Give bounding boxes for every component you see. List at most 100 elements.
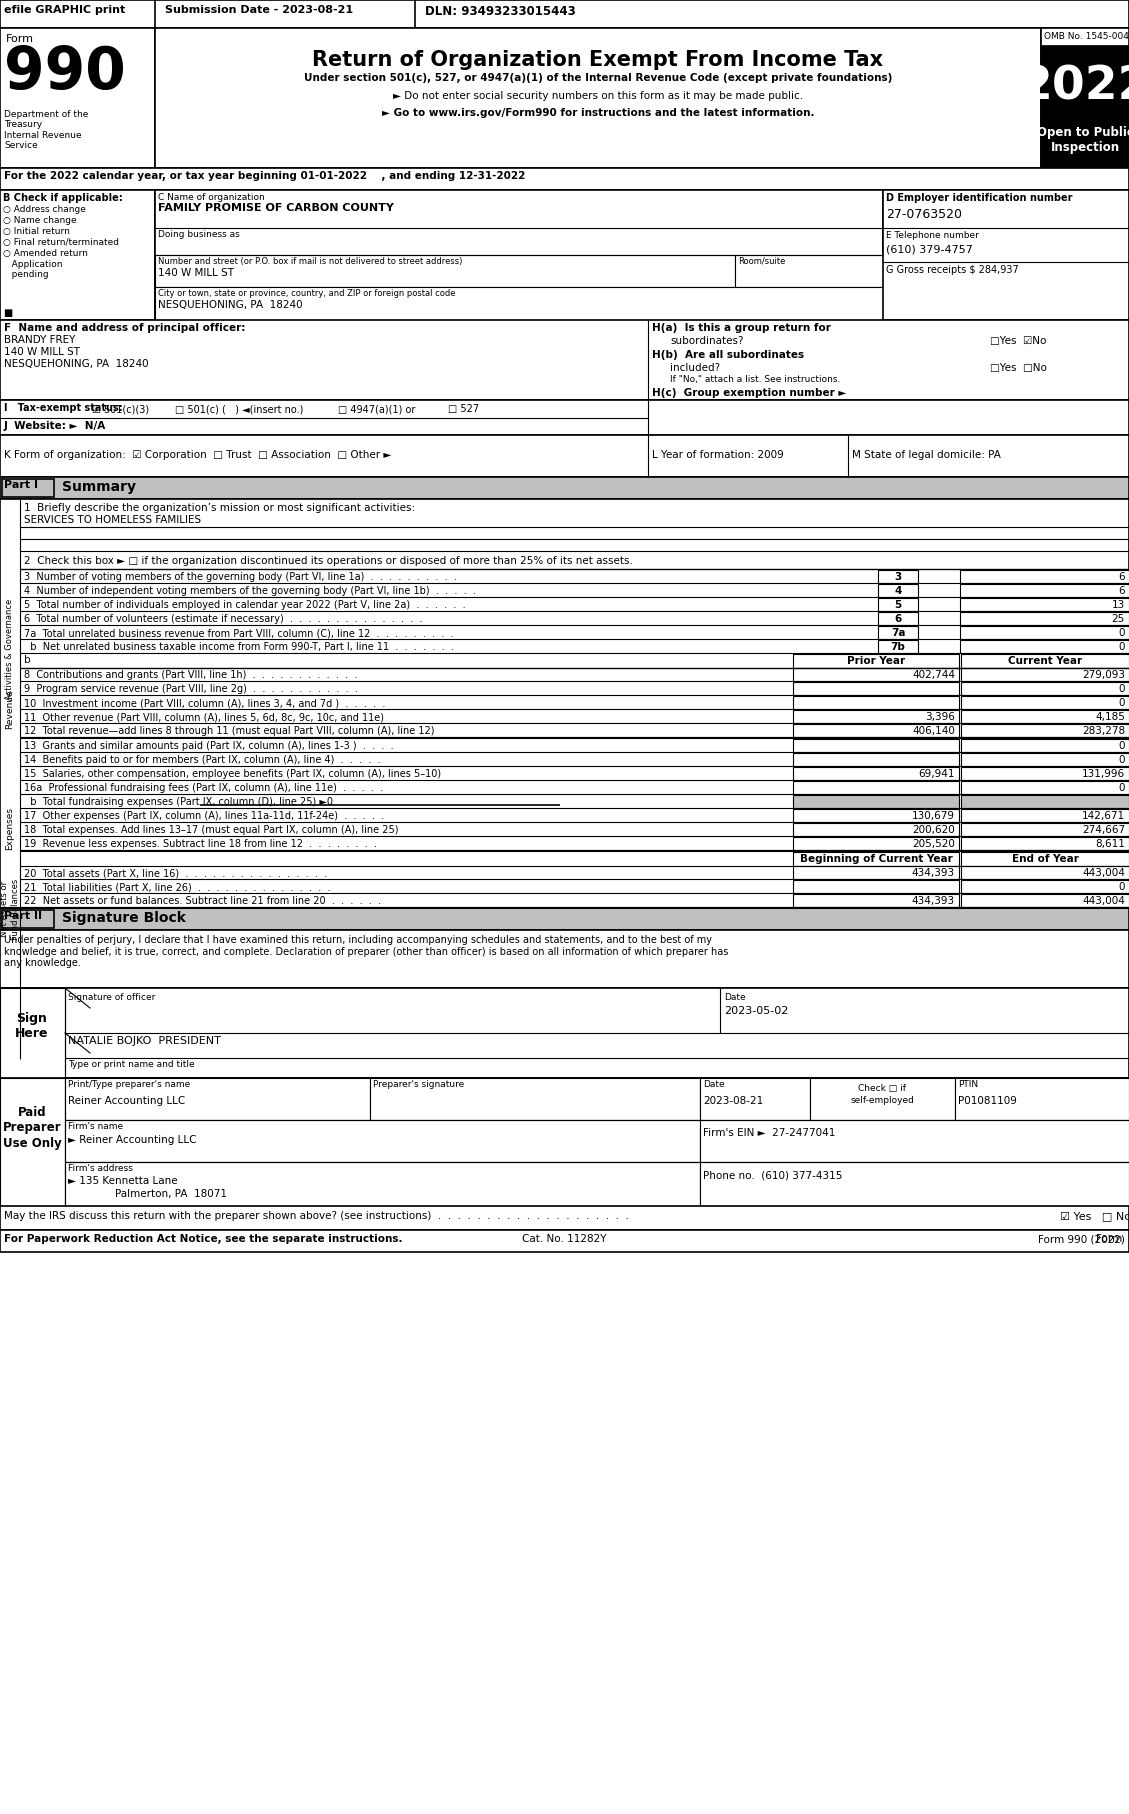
Text: 5: 5	[894, 600, 902, 610]
Text: 21  Total liabilities (Part X, line 26)  .  .  .  .  .  .  .  .  .  .  .  .  .  : 21 Total liabilities (Part X, line 26) .…	[24, 882, 331, 892]
Bar	[960, 626, 1129, 639]
Text: Room/suite: Room/suite	[738, 258, 786, 267]
Text: ○ Amended return: ○ Amended return	[3, 249, 88, 258]
Bar	[700, 1119, 1129, 1163]
Bar	[878, 584, 918, 597]
Bar	[961, 697, 1129, 709]
Text: J  Website: ►  N/A: J Website: ► N/A	[5, 421, 106, 432]
Bar	[0, 1078, 65, 1206]
Bar	[961, 894, 1129, 907]
Text: 8,611: 8,611	[1095, 840, 1124, 849]
Bar	[793, 724, 959, 736]
Text: Print/Type preparer's name: Print/Type preparer's name	[68, 1079, 191, 1088]
Text: 0: 0	[1119, 628, 1124, 639]
Text: 283,278: 283,278	[1082, 726, 1124, 736]
Text: Current Year: Current Year	[1008, 657, 1082, 666]
Bar	[960, 570, 1129, 582]
Text: Revenue: Revenue	[6, 689, 15, 729]
Text: 6  Total number of volunteers (estimate if necessary)  .  .  .  .  .  .  .  .  .: 6 Total number of volunteers (estimate i…	[24, 613, 422, 624]
Bar	[960, 584, 1129, 597]
Text: D Employer identification number: D Employer identification number	[886, 192, 1073, 203]
Text: 0: 0	[1119, 642, 1124, 651]
Bar	[0, 190, 155, 319]
Bar	[961, 655, 1129, 668]
Bar	[0, 909, 1129, 931]
Text: 4,185: 4,185	[1095, 713, 1124, 722]
Text: 6: 6	[1119, 571, 1124, 582]
Bar	[878, 640, 918, 653]
Text: 142,671: 142,671	[1082, 811, 1124, 822]
Bar	[370, 1078, 700, 1119]
Text: 4: 4	[894, 586, 902, 597]
Text: Paid
Preparer
Use Only: Paid Preparer Use Only	[2, 1107, 61, 1150]
Text: Firm's name: Firm's name	[68, 1123, 123, 1130]
Bar	[960, 599, 1129, 611]
Text: Part I: Part I	[5, 481, 38, 490]
Text: For the 2022 calendar year, or tax year beginning 01-01-2022    , and ending 12-: For the 2022 calendar year, or tax year …	[5, 171, 525, 181]
Text: 5  Total number of individuals employed in calendar year 2022 (Part V, line 2a) : 5 Total number of individuals employed i…	[24, 600, 465, 610]
Text: ☑ 501(c)(3): ☑ 501(c)(3)	[91, 405, 149, 414]
Text: Net Assets or
Fund Balances: Net Assets or Fund Balances	[0, 878, 19, 940]
Text: 7a  Total unrelated business revenue from Part VIII, column (C), line 12  .  .  : 7a Total unrelated business revenue from…	[24, 628, 454, 639]
Text: Type or print name and title: Type or print name and title	[68, 1059, 194, 1068]
Bar	[1041, 27, 1129, 169]
Text: Return of Organization Exempt From Income Tax: Return of Organization Exempt From Incom…	[313, 51, 884, 71]
Bar	[961, 753, 1129, 766]
Bar	[883, 190, 1129, 319]
Text: NATALIE BOJKO  PRESIDENT: NATALIE BOJKO PRESIDENT	[68, 1036, 221, 1047]
Bar	[155, 190, 883, 319]
Bar	[793, 824, 959, 836]
Text: I   Tax-exempt status:: I Tax-exempt status:	[5, 403, 123, 414]
Text: 22  Net assets or fund balances. Subtract line 21 from line 20  .  .  .  .  .  .: 22 Net assets or fund balances. Subtract…	[24, 896, 382, 905]
Bar	[809, 1078, 955, 1119]
Text: Sign
Here: Sign Here	[16, 1012, 49, 1039]
Text: efile GRAPHIC print: efile GRAPHIC print	[5, 5, 125, 15]
Text: End of Year: End of Year	[1012, 854, 1078, 863]
Text: 69,941: 69,941	[919, 769, 955, 778]
Text: 7a: 7a	[891, 628, 905, 639]
Text: 406,140: 406,140	[912, 726, 955, 736]
Text: Firm's address: Firm's address	[68, 1165, 133, 1174]
Bar	[2, 911, 54, 929]
Text: Expenses: Expenses	[6, 807, 15, 851]
Text: 8  Contributions and grants (Part VIII, line 1h)  .  .  .  .  .  .  .  .  .  .  : 8 Contributions and grants (Part VIII, l…	[24, 669, 358, 680]
Bar	[878, 626, 918, 639]
Bar	[793, 894, 959, 907]
Text: 14  Benefits paid to or for members (Part IX, column (A), line 4)  .  .  .  .  .: 14 Benefits paid to or for members (Part…	[24, 755, 380, 766]
Text: Number and street (or P.O. box if mail is not delivered to street address): Number and street (or P.O. box if mail i…	[158, 258, 463, 267]
Text: NESQUEHONING, PA  18240: NESQUEHONING, PA 18240	[158, 299, 303, 310]
Bar	[793, 682, 959, 695]
Text: Under section 501(c), 527, or 4947(a)(1) of the Internal Revenue Code (except pr: Under section 501(c), 527, or 4947(a)(1)…	[304, 73, 892, 83]
Bar	[961, 824, 1129, 836]
Bar	[0, 1206, 1129, 1230]
Text: self-employed: self-employed	[850, 1096, 914, 1105]
Text: ► Reiner Accounting LLC: ► Reiner Accounting LLC	[68, 1136, 196, 1145]
Text: subordinates?: subordinates?	[669, 336, 744, 346]
Text: 17  Other expenses (Part IX, column (A), lines 11a-11d, 11f-24e)  .  .  .  .  .: 17 Other expenses (Part IX, column (A), …	[24, 811, 384, 822]
Text: ○ Address change: ○ Address change	[3, 205, 86, 214]
Bar	[961, 767, 1129, 780]
Text: Summary: Summary	[62, 481, 135, 493]
Text: 0: 0	[1119, 755, 1124, 766]
Text: □ 501(c) (   ) ◄(insert no.): □ 501(c) ( ) ◄(insert no.)	[175, 405, 304, 414]
Bar	[793, 809, 959, 822]
Text: □ 4947(a)(1) or: □ 4947(a)(1) or	[338, 405, 415, 414]
Text: 200,620: 200,620	[912, 825, 955, 834]
Text: May the IRS discuss this return with the preparer shown above? (see instructions: May the IRS discuss this return with the…	[5, 1212, 629, 1221]
Text: 434,393: 434,393	[912, 869, 955, 878]
Text: L Year of formation: 2009: L Year of formation: 2009	[653, 450, 784, 461]
Text: Check □ if: Check □ if	[858, 1085, 905, 1094]
Text: Activities & Governance: Activities & Governance	[6, 599, 15, 700]
Bar	[961, 782, 1129, 795]
Text: OMB No. 1545-0047: OMB No. 1545-0047	[1044, 33, 1129, 42]
Text: ☑ Yes   □ No: ☑ Yes □ No	[1060, 1212, 1129, 1221]
Text: 205,520: 205,520	[912, 840, 955, 849]
Text: Palmerton, PA  18071: Palmerton, PA 18071	[115, 1188, 227, 1199]
Text: pending: pending	[3, 270, 49, 279]
Bar	[0, 477, 1129, 499]
Text: Form: Form	[6, 34, 34, 44]
Text: Part II: Part II	[5, 911, 42, 922]
Text: 7b: 7b	[891, 642, 905, 651]
Text: ○ Final return/terminated: ○ Final return/terminated	[3, 238, 119, 247]
Bar	[735, 256, 883, 287]
